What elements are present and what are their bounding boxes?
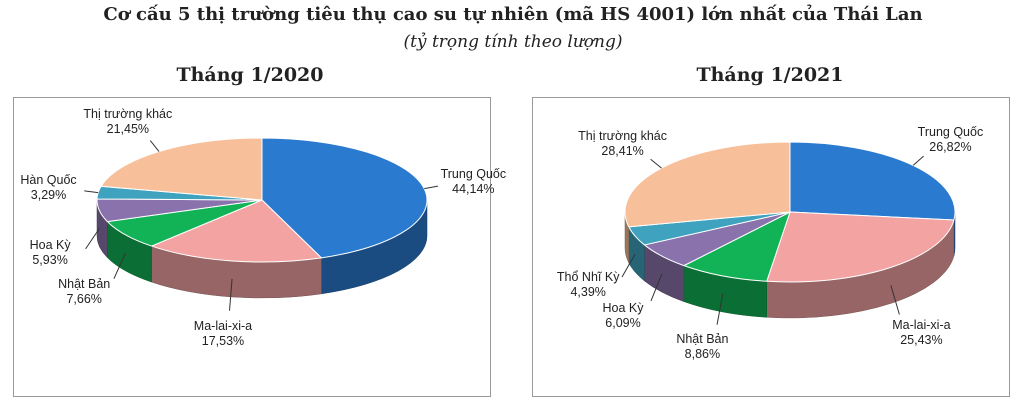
pie-slice xyxy=(150,199,323,299)
leader-line xyxy=(149,140,160,152)
data-label: Ma-lai-xi-a 17,53% xyxy=(175,319,271,349)
data-label: Hàn Quốc 3,29% xyxy=(1,173,97,203)
category-label: Nhật Bản xyxy=(676,331,729,346)
pie-slice xyxy=(766,211,955,319)
main-title: Cơ cấu 5 thị trường tiêu thụ cao su tự n… xyxy=(103,4,923,25)
category-label: Ma-lai-xi-a xyxy=(892,318,951,333)
subtitle: (tỷ trọng tính theo lượng) xyxy=(403,32,623,52)
leader-line xyxy=(113,252,126,279)
chart-title: Tháng 1/2021 xyxy=(696,64,844,86)
leader-line xyxy=(890,285,900,315)
value-label: 26,82% xyxy=(929,140,972,155)
data-label: Trung Quốc 44,14% xyxy=(425,167,521,197)
leader-line xyxy=(424,185,439,190)
value-label: 28,41% xyxy=(601,144,644,159)
slice-top xyxy=(682,211,791,282)
value-label: 4,39% xyxy=(570,285,606,300)
value-label: 5,93% xyxy=(32,252,68,267)
leader-line xyxy=(650,158,662,169)
pie-slice xyxy=(643,211,791,302)
category-label: Thổ Nhĩ Kỳ xyxy=(556,270,620,285)
slice-top xyxy=(150,199,323,263)
leader-line xyxy=(85,228,100,250)
value-label: 25,43% xyxy=(900,333,943,348)
leader-line xyxy=(912,155,924,166)
pie-slice xyxy=(624,141,791,263)
data-label: Hoa Kỳ 5,93% xyxy=(2,238,98,268)
value-label: 21,45% xyxy=(106,121,150,136)
category-label: Hoa Kỳ xyxy=(29,237,71,252)
data-label: Nhật Bản 7,66% xyxy=(36,277,132,307)
pie-slice xyxy=(261,137,428,295)
value-label: 6,09% xyxy=(605,316,641,331)
pie-slice xyxy=(789,141,956,257)
category-label: Thị trường khác xyxy=(578,129,667,144)
data-label: Thị trường khác 28,41% xyxy=(575,129,671,159)
chart-frame xyxy=(13,97,491,397)
category-label: Trung Quốc xyxy=(440,166,507,181)
leader-line xyxy=(650,273,663,302)
slice-top xyxy=(789,141,956,221)
leader-line xyxy=(229,278,233,311)
category-label: Ma-lai-xi-a xyxy=(193,319,253,334)
value-label: 3,29% xyxy=(30,188,67,203)
leader-line xyxy=(621,253,636,278)
data-label: Nhật Bản 8,86% xyxy=(654,332,750,362)
data-label: Hoa Kỳ 6,09% xyxy=(575,301,671,331)
category-label: Hoa Kỳ xyxy=(602,301,644,316)
data-label: Ma-lai-xi-a 25,43% xyxy=(873,318,969,348)
leader-line xyxy=(716,293,724,325)
pie-slice xyxy=(100,137,263,201)
chart-title: Tháng 1/2020 xyxy=(176,64,324,86)
slice-top xyxy=(261,137,428,259)
value-label: 17,53% xyxy=(201,334,245,349)
value-label: 44,14% xyxy=(452,181,495,196)
data-label: Trung Quốc 26,82% xyxy=(902,125,998,155)
category-label: Nhật Bản xyxy=(58,277,111,292)
value-label: 7,66% xyxy=(66,292,102,307)
slice-top xyxy=(766,211,955,283)
data-label: Thị trường khác 21,45% xyxy=(80,107,176,137)
slice-top xyxy=(100,137,263,201)
leader-line xyxy=(84,190,99,194)
category-label: Thị trường khác xyxy=(83,106,173,121)
chart-frame xyxy=(532,97,1010,397)
slice-top xyxy=(624,141,791,228)
category-label: Trung Quốc xyxy=(917,125,984,140)
value-label: 8,86% xyxy=(684,346,721,361)
data-label: Thổ Nhĩ Kỳ 4,39% xyxy=(540,270,636,300)
pie-slice xyxy=(682,211,791,318)
category-label: Hàn Quốc xyxy=(20,173,77,188)
